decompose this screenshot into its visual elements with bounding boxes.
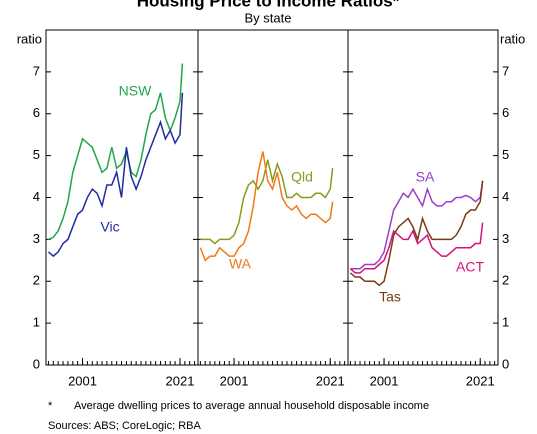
y-tick-label: 6 xyxy=(33,105,40,120)
data-line xyxy=(349,222,484,274)
y-axis-label: ratio xyxy=(500,31,525,46)
x-tick-label: 2001 xyxy=(68,373,97,388)
y-tick-label: 2 xyxy=(33,273,40,288)
data-line xyxy=(200,159,334,245)
y-tick-label: 7 xyxy=(33,63,40,78)
y-tick-label: 3 xyxy=(33,231,40,246)
x-tick-label: 2001 xyxy=(220,373,249,388)
y-tick-label: 4 xyxy=(33,189,40,204)
series-label: Vic xyxy=(100,219,119,235)
data-line xyxy=(47,92,184,258)
series-label: Qld xyxy=(291,169,313,185)
data-line xyxy=(48,63,184,241)
sources: Sources: ABS; CoreLogic; RBA xyxy=(48,420,202,432)
y-tick-label: 6 xyxy=(502,105,509,120)
y-tick-label: 2 xyxy=(502,273,509,288)
data-line xyxy=(199,151,334,262)
y-tick-label: 4 xyxy=(502,189,509,204)
y-tick-label: 1 xyxy=(33,315,40,330)
series-label: Tas xyxy=(379,289,401,305)
x-tick-label: 2021 xyxy=(316,373,345,388)
x-tick-label: 2001 xyxy=(370,373,399,388)
y-axis-label: ratio xyxy=(17,31,42,46)
data-line xyxy=(349,180,484,287)
x-tick-label: 2021 xyxy=(166,373,195,388)
plot-frame xyxy=(45,29,499,366)
series-label: ACT xyxy=(456,259,484,275)
chart-title: Housing Price to Income Ratios* xyxy=(137,0,400,10)
footnote-mark: * xyxy=(48,400,53,412)
x-tick-label: 2021 xyxy=(466,373,495,388)
data-line xyxy=(350,180,484,270)
footnote: Average dwelling prices to average annua… xyxy=(74,400,429,412)
y-tick-label: 0 xyxy=(33,356,40,371)
y-tick-label: 5 xyxy=(33,147,40,162)
y-tick-label: 7 xyxy=(502,63,509,78)
series-label: SA xyxy=(416,169,435,185)
y-tick-label: 5 xyxy=(502,147,509,162)
series-label: WA xyxy=(229,256,252,272)
y-tick-label: 0 xyxy=(502,356,509,371)
series-label: NSW xyxy=(119,83,152,99)
y-tick-label: 3 xyxy=(502,231,509,246)
y-tick-label: 1 xyxy=(502,315,509,330)
chart-subtitle: By state xyxy=(245,10,292,25)
